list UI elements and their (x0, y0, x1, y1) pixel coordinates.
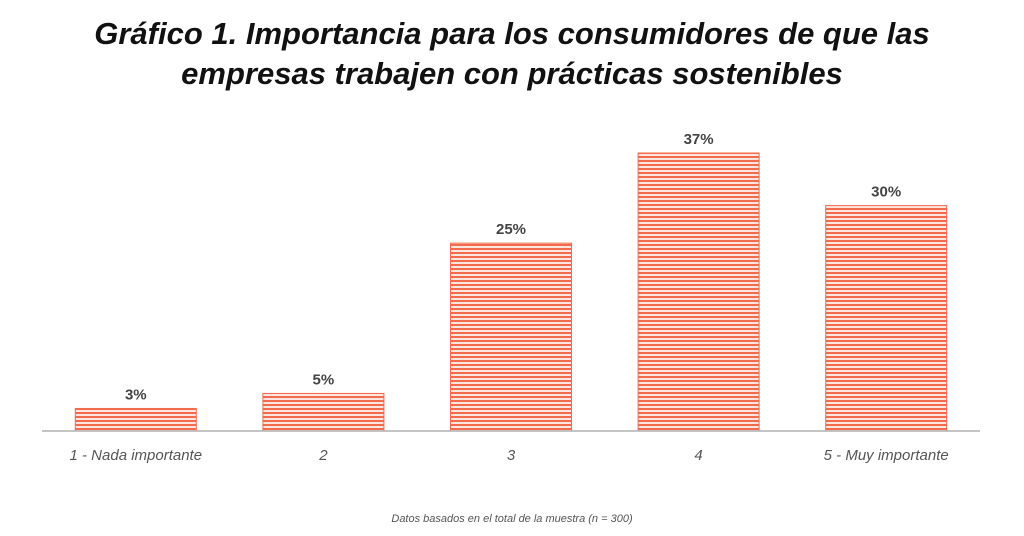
x-tick-label-3: 3 (507, 447, 516, 464)
chart-title: Gráfico 1. Importancia para los consumid… (0, 14, 1024, 94)
bar-2 (262, 392, 385, 432)
bars-layer: 3% 1 - Nada importante 5% 2 25% 3 37% 4 30% 5 - M… (70, 131, 949, 464)
data-label-4: 37% (684, 131, 714, 148)
bar-3 (450, 242, 572, 432)
bar-5 (825, 205, 948, 432)
x-tick-label-2: 2 (318, 447, 328, 464)
bar-4 (637, 152, 760, 432)
data-label-3: 25% (496, 221, 526, 238)
chart-title-line-1: Gráfico 1. Importancia para los consumid… (94, 16, 930, 51)
data-label-1: 3% (125, 386, 147, 403)
x-tick-label-4: 4 (694, 447, 702, 464)
data-label-2: 5% (313, 371, 335, 388)
data-label-5: 30% (871, 184, 901, 201)
x-tick-label-1: 1 - Nada importante (70, 447, 203, 464)
chart-title-line-2: empresas trabajen con prácticas sostenib… (181, 56, 843, 91)
x-tick-label-5: 5 - Muy importante (824, 447, 949, 464)
sample-footnote: Datos basados en el total de la muestra … (391, 513, 633, 525)
bar-1 (74, 407, 197, 432)
